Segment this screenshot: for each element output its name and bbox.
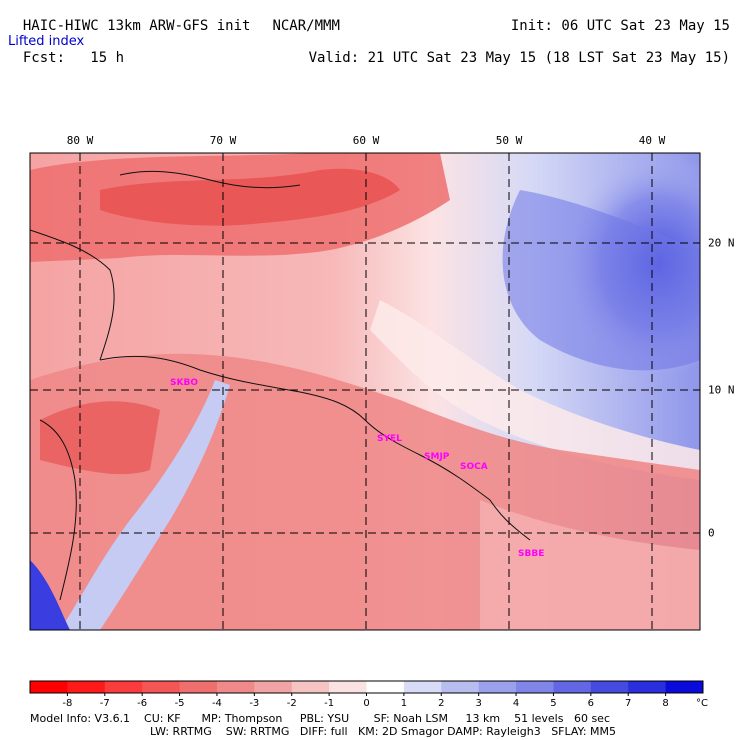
model-info-line2: LW: RRTMG SW: RRTMG DIFF: full KM: 2D Sm… <box>150 725 616 738</box>
colorbar-tick-label: 6 <box>588 698 594 709</box>
colorbar-swatch <box>329 681 367 693</box>
station-syel: SYEL <box>377 434 402 444</box>
station-sbbe: SBBE <box>518 549 544 559</box>
lon-label-50w: 50 W <box>495 134 523 147</box>
pacific-stable-corner <box>30 560 70 630</box>
colorbar-swatch <box>291 681 330 693</box>
central-america-outline <box>29 229 115 361</box>
lat-label-equator: 0 <box>708 526 715 540</box>
lon-label-80w: 80 W <box>66 134 94 147</box>
colombia-unstable <box>40 401 160 475</box>
lon-label-60w: 60 W <box>352 134 380 147</box>
plot-header-right: Init: 06 UTC Sat 23 May 15 Valid: 21 UTC… <box>292 2 730 66</box>
colorbar-swatch <box>478 681 517 693</box>
colorbar-tick-label: -2 <box>287 698 297 709</box>
coastlines <box>29 170 531 601</box>
colorbar-tick-label: 7 <box>625 698 631 709</box>
lon-label-40w: 40 W <box>638 134 666 147</box>
colorbar-tick-label: 5 <box>550 698 556 709</box>
station-smjp: SMJP <box>424 452 450 462</box>
plot-header-left: HAIC-HIWC 13km ARW-GFS init NCAR/MMM Fcst… <box>6 2 340 66</box>
colorbar: -8 -7 -6 -5 -4 -3 -2 -1 0 1 2 3 4 5 6 7 8 <box>29 680 704 709</box>
colorbar-unit: °C <box>696 698 708 709</box>
colorbar-tick-label: -1 <box>324 698 334 709</box>
colorbar-swatch <box>179 681 218 693</box>
amazon-zone <box>480 500 700 630</box>
colorbar-tick-label: -8 <box>62 698 72 709</box>
colorbar-swatch <box>553 681 592 693</box>
model-info-line1: Model Info: V3.6.1 CU: KF MP: Thompson P… <box>30 712 610 725</box>
caribbean-core <box>100 168 400 226</box>
colorbar-tick-label: 4 <box>513 698 519 709</box>
lat-lon-grid <box>30 153 700 630</box>
colorbar-swatch <box>441 681 480 693</box>
cuba-hispaniola-outline <box>119 170 301 189</box>
colorbar-tick-label: -6 <box>137 698 147 709</box>
colorbar-swatch <box>254 681 293 693</box>
colorbar-swatch <box>366 681 405 693</box>
valid-time: Valid: 21 UTC Sat 23 May 15 (18 LST Sat … <box>308 50 730 66</box>
atlantic-stable-core <box>502 190 700 371</box>
colorbar-swatch <box>104 681 143 693</box>
transition-zone <box>370 300 700 480</box>
colorbar-swatch <box>30 681 68 693</box>
station-soca: SOCA <box>460 462 488 472</box>
colorbar-swatch <box>216 681 255 693</box>
colorbar-tick-label: 8 <box>662 698 668 709</box>
colorbar-tick-label: 1 <box>401 698 407 709</box>
colorbar-swatch <box>590 681 629 693</box>
colorbar-tick-label: -4 <box>212 698 222 709</box>
field-name: Lifted index <box>8 34 85 49</box>
colorbar-tick-label: 0 <box>363 698 369 709</box>
colorbar-tick-label: 3 <box>475 698 481 709</box>
colorbar-swatch <box>665 681 704 693</box>
lifted-index-field <box>30 153 700 630</box>
lat-label-10n: 10 N <box>708 383 735 397</box>
colorbar-swatch <box>628 681 667 693</box>
andes-stable-stripe <box>60 380 230 630</box>
colorbar-swatch <box>403 681 442 693</box>
colorbar-swatch <box>142 681 181 693</box>
station-skbo: SKBO <box>170 378 198 388</box>
forecast-hour: Fcst: 15 h <box>22 50 125 66</box>
map-frame <box>29 152 701 631</box>
west-coast-south-america <box>39 419 77 601</box>
lat-label-20n: 20 N <box>708 236 735 250</box>
colorbar-swatch <box>67 681 106 693</box>
colorbar-tick-label: -7 <box>100 698 110 709</box>
organization-label: NCAR/MMM <box>272 18 340 34</box>
station-labels: SKBO SYEL SMJP SOCA SBBE <box>170 378 544 559</box>
colorbar-tick-label: 2 <box>438 698 444 709</box>
north-coast-south-america <box>99 355 531 541</box>
lon-label-70w: 70 W <box>209 134 237 147</box>
colorbar-tick-label: -3 <box>249 698 259 709</box>
init-time: Init: 06 UTC Sat 23 May 15 <box>510 18 730 34</box>
model-title: HAIC-HIWC 13km ARW-GFS init <box>22 18 251 34</box>
colorbar-tick-label: -5 <box>175 698 185 709</box>
colorbar-swatch <box>516 681 554 693</box>
